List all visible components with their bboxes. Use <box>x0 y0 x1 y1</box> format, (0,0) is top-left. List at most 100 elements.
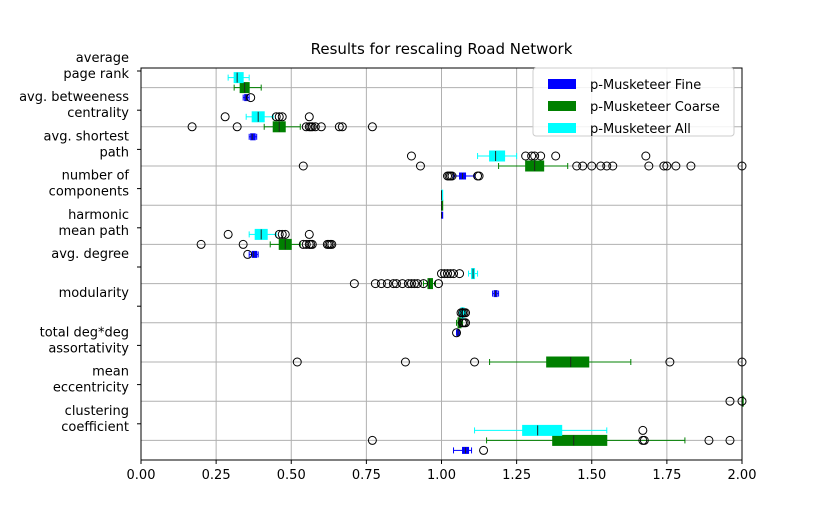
outlier-point <box>277 112 287 122</box>
box-iqr <box>250 133 256 141</box>
outlier-point <box>400 357 410 367</box>
y-category-label: harmonic <box>68 208 129 223</box>
outlier-point <box>704 435 714 445</box>
outlier-point <box>608 161 618 171</box>
outlier-point <box>397 279 407 289</box>
outlier-point <box>455 269 465 279</box>
legend-swatch <box>548 123 576 133</box>
outlier-point <box>551 151 561 161</box>
box-group <box>367 434 735 446</box>
box-group <box>492 290 500 298</box>
box-iqr <box>546 356 590 368</box>
y-category-label: clustering <box>65 404 129 419</box>
outlier-point <box>370 279 380 289</box>
outlier-point <box>474 171 484 181</box>
legend-box <box>532 67 735 137</box>
outlier-point <box>418 279 428 289</box>
y-category-label: avg. shortest <box>44 129 129 144</box>
outlier-point <box>292 357 302 367</box>
outlier-point <box>521 151 531 161</box>
outlier-point <box>388 279 398 289</box>
y-category-label: modularity <box>59 286 130 301</box>
outlier-point <box>578 161 588 171</box>
box-group <box>223 228 314 240</box>
outlier-point <box>659 161 669 171</box>
outlier-point <box>641 151 651 161</box>
box-group <box>298 160 747 172</box>
outlier-point <box>461 308 471 318</box>
y-category-label: assortativity <box>48 341 129 356</box>
y-category-label: components <box>49 185 130 200</box>
outlier-point <box>238 239 248 249</box>
outlier-point <box>409 279 419 289</box>
outlier-point <box>639 435 649 445</box>
y-category-label: avg. degree <box>51 247 129 262</box>
x-tick-label: 1.00 <box>427 468 456 483</box>
outlier-point <box>403 279 413 289</box>
box-group <box>474 424 648 436</box>
box-group <box>441 199 444 211</box>
outlier-point <box>470 357 480 367</box>
outlier-point <box>310 122 320 132</box>
outlier-point <box>307 122 317 132</box>
legend-label: p-Musketeer All <box>590 122 691 137</box>
box-group <box>456 317 471 329</box>
y-category-label: page rank <box>63 67 129 82</box>
outlier-point <box>437 269 446 279</box>
box-iqr <box>233 72 244 84</box>
y-category-label: path <box>99 145 129 160</box>
outlier-point <box>307 239 317 249</box>
y-category-label: mean path <box>58 224 129 239</box>
outlier-point <box>280 229 290 239</box>
x-tick-label: 0.50 <box>277 468 306 483</box>
outlier-point <box>725 435 735 445</box>
box-group <box>453 445 489 455</box>
legend-swatch <box>548 101 576 111</box>
outlier-point <box>479 445 489 455</box>
outlier-point <box>196 239 206 249</box>
box-group <box>452 328 462 338</box>
outlier-point <box>187 122 197 132</box>
box-group <box>187 121 377 133</box>
y-category-label: eccentricity <box>53 381 129 396</box>
outlier-point <box>596 161 606 171</box>
outlier-point <box>452 328 462 338</box>
box-group <box>441 211 444 219</box>
outlier-point <box>243 249 253 259</box>
y-category-label: centrality <box>67 106 129 121</box>
x-tick-label: 1.25 <box>502 468 531 483</box>
outlier-point <box>449 269 459 279</box>
legend-label: p-Musketeer Fine <box>590 78 701 93</box>
boxplots <box>187 72 747 455</box>
outlier-point <box>446 269 456 279</box>
axis-ticks: 0.00 0.25 0.50 0.75 1.00 1.25 1.50 1.75 2.00 aver… <box>19 51 756 483</box>
outlier-point <box>274 112 284 122</box>
y-category-label: mean <box>92 365 129 380</box>
outlier-point <box>220 112 230 122</box>
box-iqr <box>251 250 258 258</box>
outlier-point <box>406 151 416 161</box>
outlier-point <box>443 269 453 279</box>
outlier-point <box>662 161 672 171</box>
box-group <box>227 72 250 84</box>
outlier-point <box>725 396 735 406</box>
outlier-point <box>349 279 359 289</box>
y-category-label: avg. betweeness <box>19 90 129 105</box>
chart-title: Results for rescaling Road Network <box>311 40 573 58</box>
box-group <box>220 111 314 123</box>
outlier-point <box>301 239 311 249</box>
outlier-point <box>391 279 401 289</box>
outlier-point <box>274 229 284 239</box>
box-group <box>443 171 484 181</box>
outlier-point <box>461 318 471 328</box>
outlier-point <box>316 122 326 132</box>
legend-label: p-Musketeer Coarse <box>590 100 720 115</box>
box-group <box>242 93 256 103</box>
outlier-point <box>644 161 654 171</box>
box-group <box>406 150 651 162</box>
outlier-point <box>440 269 450 279</box>
outlier-point <box>671 161 681 171</box>
outlier-point <box>536 151 546 161</box>
outlier-point <box>412 279 422 289</box>
box-iqr <box>552 434 608 446</box>
